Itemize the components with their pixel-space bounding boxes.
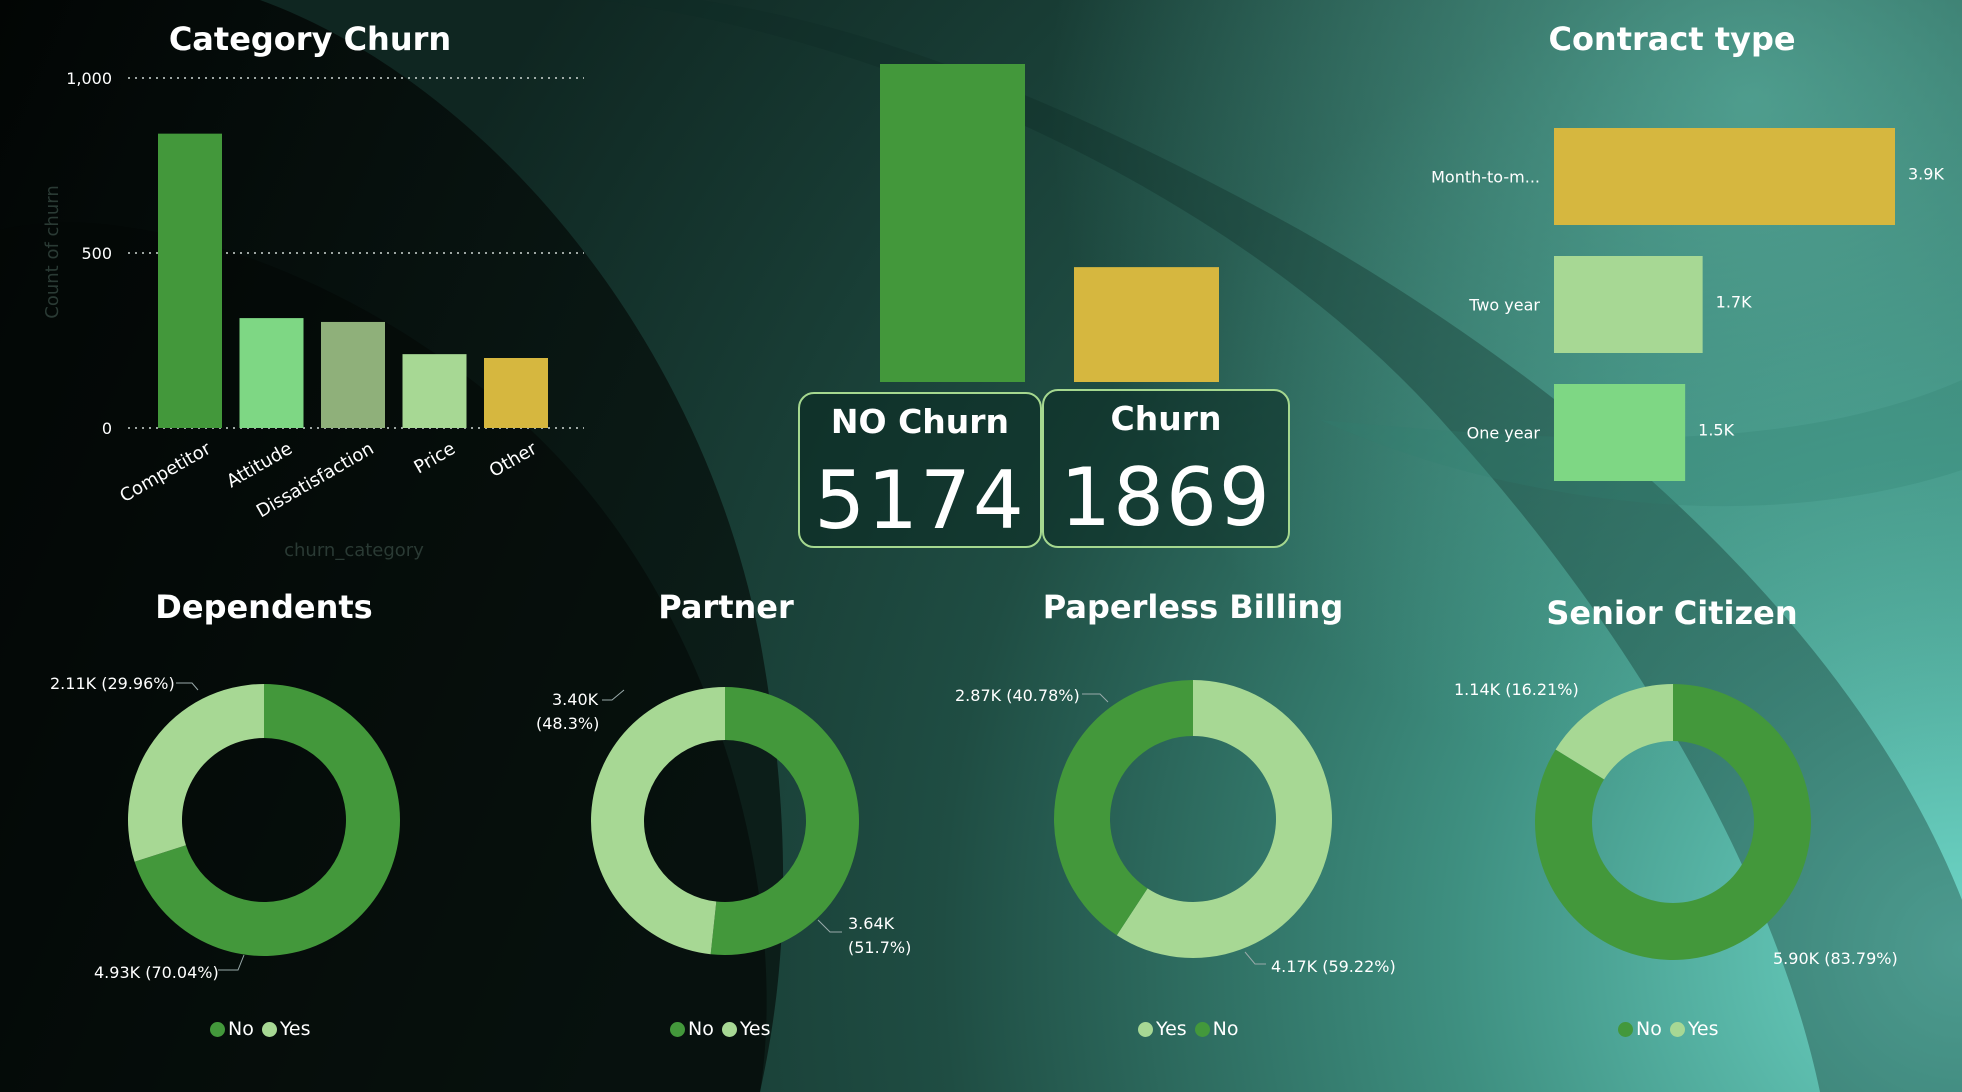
senior-legend: No Yes (1618, 1018, 1719, 1040)
contract-category-label: One year (1467, 424, 1541, 443)
donut-slice-yes[interactable] (1555, 684, 1673, 780)
legend-item-yes[interactable]: Yes (721, 1018, 771, 1040)
legend-item-yes[interactable]: Yes (261, 1018, 311, 1040)
y-tick-label: 0 (102, 419, 112, 438)
bar-attitude[interactable] (239, 318, 304, 428)
legend-label: Yes (279, 1018, 311, 1040)
legend-item-yes[interactable]: Yes (1138, 1018, 1187, 1040)
paperless-no-label: 2.87K (40.78%) (955, 686, 1080, 705)
legend-item-no[interactable]: No (210, 1018, 254, 1040)
partner-no-label-line1: 3.64K (848, 914, 895, 933)
paperless-billing-title: Paperless Billing (1042, 588, 1344, 626)
contract-bar-1[interactable] (1554, 256, 1703, 353)
partner-yes-label-line2: (48.3%) (536, 714, 599, 733)
donut-slice-no[interactable] (710, 687, 859, 955)
no-churn-card: NO Churn 5174 (798, 392, 1042, 548)
donut-slice-no[interactable] (134, 684, 401, 957)
donut-slice-no[interactable] (1535, 684, 1811, 961)
partner-title: Partner (658, 588, 794, 626)
contract-value-label: 1.7K (1716, 293, 1752, 312)
kpi-bar-no-churn[interactable] (880, 64, 1025, 382)
legend-dot-yes (721, 1021, 737, 1037)
legend-dot-yes (1669, 1021, 1685, 1037)
paperless-yes-label: 4.17K (59.22%) (1271, 957, 1396, 976)
legend-dot-yes (261, 1021, 277, 1037)
kpi-bar-churn[interactable] (1074, 267, 1219, 382)
legend-dot-no (1618, 1021, 1633, 1037)
churn-value: 1869 (1060, 451, 1272, 544)
contract-category-label: Month-to-m... (1431, 168, 1540, 187)
senior-citizen-title: Senior Citizen (1546, 594, 1798, 632)
bar-other[interactable] (484, 358, 548, 428)
donut-slice-yes[interactable] (127, 684, 264, 862)
legend-label: Yes (1687, 1018, 1719, 1040)
donut-slice-yes[interactable] (590, 687, 725, 955)
contract-category-label: Two year (1468, 296, 1540, 315)
legend-label: No (688, 1018, 714, 1040)
legend-dot-no (210, 1021, 225, 1037)
legend-label: Yes (739, 1018, 771, 1040)
dependents-no-label: 4.93K (70.04%) (94, 963, 219, 982)
paperless-legend: Yes No (1138, 1018, 1239, 1040)
category-churn-ylabel: Count of churn (42, 185, 63, 318)
churn-label: Churn (1110, 399, 1222, 438)
category-churn-title: Category Churn (168, 20, 452, 58)
legend-label: No (1636, 1018, 1662, 1040)
senior-no-label: 5.90K (83.79%) (1773, 949, 1898, 968)
contract-value-label: 1.5K (1698, 421, 1734, 440)
partner-yes-label-line1: 3.40K (552, 690, 599, 709)
y-tick-label: 1,000 (66, 69, 112, 88)
legend-dot-yes (1138, 1021, 1153, 1037)
dependents-legend: No Yes (210, 1018, 311, 1040)
category-churn-xlabel: churn_category (284, 540, 424, 561)
legend-item-no[interactable]: No (1618, 1018, 1662, 1040)
partner-no-label-line2: (51.7%) (848, 938, 911, 957)
contract-bar-0[interactable] (1554, 128, 1895, 225)
no-churn-label: NO Churn (830, 402, 1010, 441)
bar-price[interactable] (402, 354, 467, 428)
legend-label: No (1212, 1018, 1239, 1040)
legend-dot-no (1194, 1021, 1210, 1037)
contract-value-label: 3.9K (1908, 165, 1944, 184)
legend-dot-no (670, 1021, 685, 1037)
contract-bar-2[interactable] (1554, 384, 1686, 481)
bar-dissatisfaction[interactable] (321, 321, 385, 428)
donut-slice-yes[interactable] (1116, 680, 1332, 958)
legend-item-no[interactable]: No (670, 1018, 714, 1040)
partner-legend: No Yes (670, 1018, 771, 1040)
donut-slice-no[interactable] (1054, 680, 1193, 936)
legend-label: No (228, 1018, 254, 1040)
legend-item-yes[interactable]: Yes (1669, 1018, 1719, 1040)
dependents-yes-label: 2.11K (29.96%) (50, 674, 175, 693)
dependents-title: Dependents (155, 588, 373, 626)
churn-card: Churn 1869 (1042, 389, 1290, 548)
legend-label: Yes (1156, 1018, 1187, 1040)
contract-type-title: Contract type (1548, 20, 1796, 58)
bar-competitor[interactable] (158, 133, 222, 428)
no-churn-value: 5174 (814, 454, 1026, 547)
legend-item-no[interactable]: No (1194, 1018, 1239, 1040)
senior-yes-label: 1.14K (16.21%) (1454, 680, 1579, 699)
y-tick-label: 500 (81, 244, 112, 263)
